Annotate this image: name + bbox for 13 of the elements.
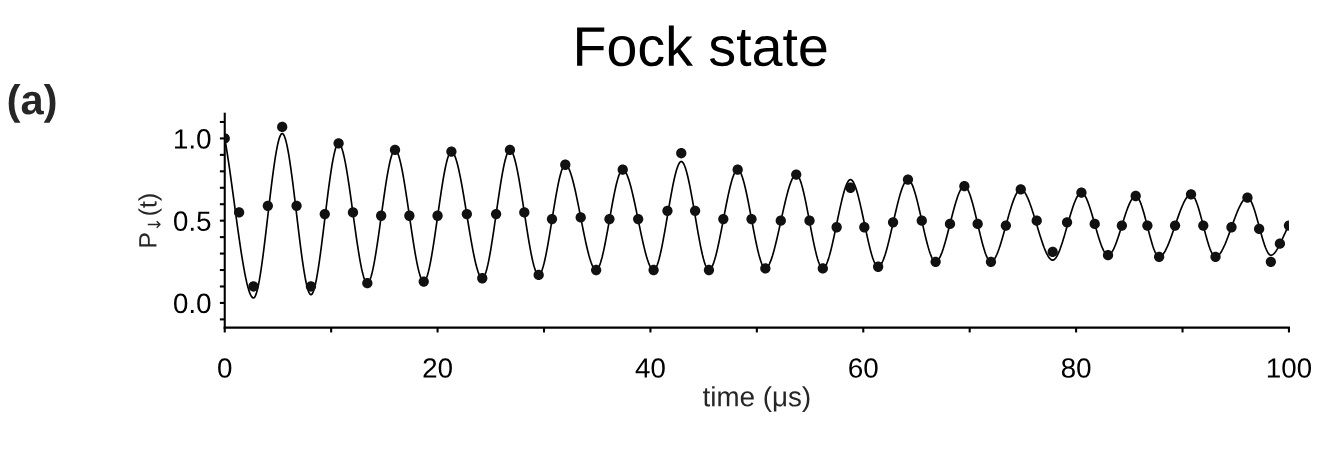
x-tick-label: 20 [423, 358, 452, 378]
x-tick-label: 60 [849, 358, 878, 378]
text: (a) [8, 84, 56, 123]
chart-title: Fock state [577, 25, 827, 67]
x-tick-label: 80 [1061, 358, 1091, 378]
x-tick-label: 40 [635, 358, 665, 378]
x-tick-label: 100 [1267, 358, 1312, 378]
x-tick-label: 0 [218, 358, 232, 378]
y-tick-label: 1.0 [175, 129, 211, 149]
y-tick-label: 0.5 [174, 211, 211, 232]
x-axis-title: time (μs) [702, 386, 810, 413]
y-tick-label: 0.0 [174, 293, 211, 314]
y-axis-title: P$_{↓}$(t) [138, 194, 162, 247]
